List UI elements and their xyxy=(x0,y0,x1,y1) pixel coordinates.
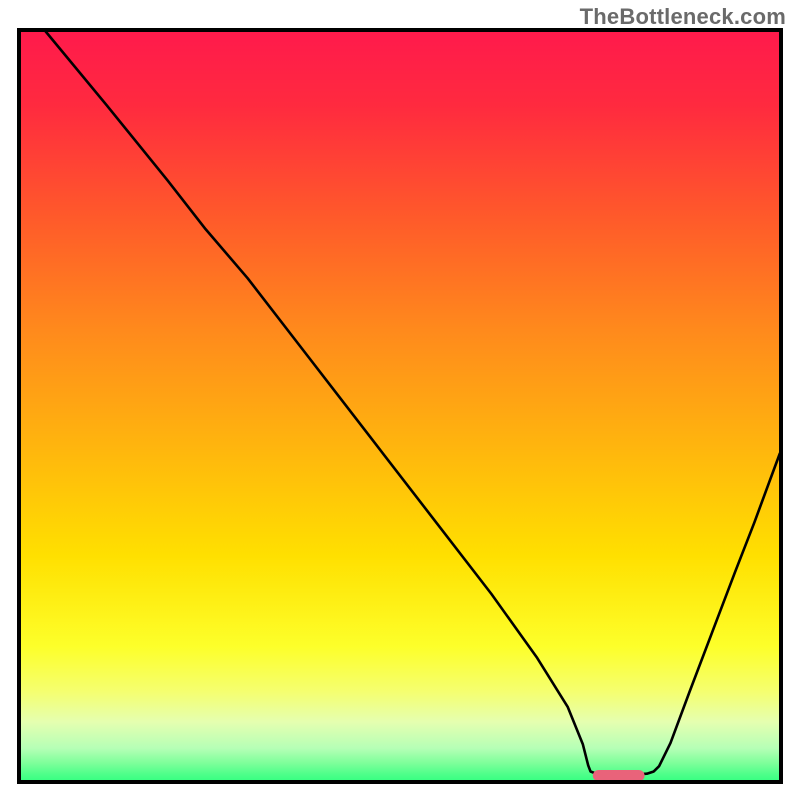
plot-background xyxy=(19,30,781,782)
bottleneck-curve-chart xyxy=(0,0,800,800)
watermark-text: TheBottleneck.com xyxy=(580,4,786,30)
optimal-marker xyxy=(593,770,645,781)
chart-container: TheBottleneck.com xyxy=(0,0,800,800)
